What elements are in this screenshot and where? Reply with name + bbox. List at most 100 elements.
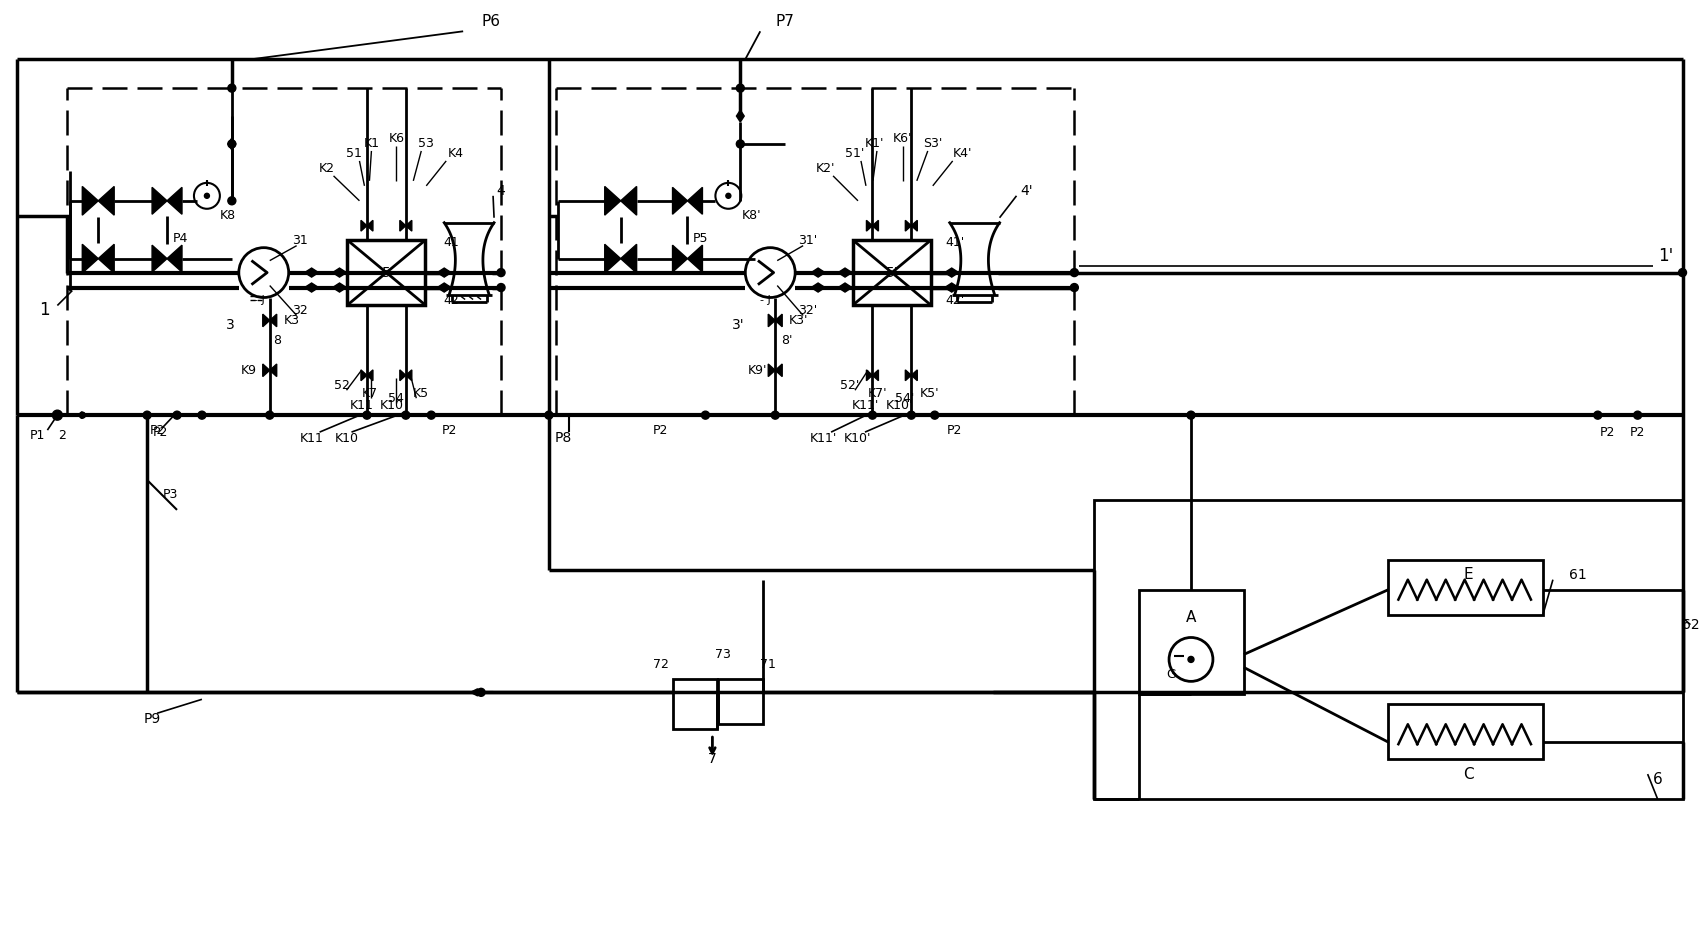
Circle shape <box>715 183 742 209</box>
Text: 4': 4' <box>1019 183 1033 197</box>
Circle shape <box>545 411 553 419</box>
Circle shape <box>238 248 289 298</box>
Polygon shape <box>768 314 774 327</box>
Circle shape <box>1169 637 1214 681</box>
Bar <box>347 241 426 305</box>
Circle shape <box>497 269 505 276</box>
Text: P2: P2 <box>1600 426 1615 439</box>
Polygon shape <box>332 268 347 277</box>
Circle shape <box>143 411 151 419</box>
Polygon shape <box>405 370 412 381</box>
Polygon shape <box>905 370 911 381</box>
Text: K11': K11' <box>810 431 837 445</box>
Text: P9: P9 <box>143 712 160 726</box>
Polygon shape <box>361 220 368 231</box>
Polygon shape <box>837 268 853 277</box>
Circle shape <box>868 411 877 419</box>
Circle shape <box>197 411 206 419</box>
Circle shape <box>745 248 795 298</box>
Text: K10: K10 <box>380 399 403 412</box>
Polygon shape <box>621 186 637 215</box>
Polygon shape <box>167 187 182 214</box>
Text: K6: K6 <box>388 133 405 145</box>
Polygon shape <box>945 283 958 292</box>
Text: K7': K7' <box>868 387 888 400</box>
Polygon shape <box>672 245 688 272</box>
Circle shape <box>771 411 780 419</box>
Text: 51: 51 <box>346 148 361 160</box>
Text: 61: 61 <box>1569 567 1586 581</box>
Text: 3: 3 <box>225 318 235 332</box>
Polygon shape <box>437 268 451 277</box>
Text: K9: K9 <box>240 364 257 377</box>
Text: 7: 7 <box>708 753 717 767</box>
Polygon shape <box>774 364 783 376</box>
Polygon shape <box>99 244 114 273</box>
Text: P7: P7 <box>776 14 795 29</box>
Circle shape <box>53 410 63 420</box>
Polygon shape <box>866 220 873 231</box>
Text: 54: 54 <box>388 391 405 404</box>
Polygon shape <box>604 186 621 215</box>
Text: K8: K8 <box>220 210 237 222</box>
Polygon shape <box>262 314 269 327</box>
Text: E: E <box>1464 567 1472 582</box>
Polygon shape <box>688 187 703 214</box>
Text: 32': 32' <box>798 304 817 317</box>
Text: P1: P1 <box>29 429 46 442</box>
Text: 4: 4 <box>497 183 505 197</box>
Text: 73: 73 <box>715 648 732 661</box>
Circle shape <box>1071 284 1079 291</box>
Text: K10': K10' <box>887 399 914 412</box>
Text: 71: 71 <box>761 658 776 671</box>
Circle shape <box>497 284 505 291</box>
Bar <box>718 680 762 724</box>
Circle shape <box>815 270 820 275</box>
Text: 42: 42 <box>443 294 460 307</box>
Text: 31: 31 <box>291 234 308 247</box>
Text: 5: 5 <box>381 266 391 280</box>
Circle shape <box>701 411 710 419</box>
Circle shape <box>228 140 237 148</box>
Circle shape <box>228 197 237 205</box>
Text: K8': K8' <box>742 210 761 222</box>
Polygon shape <box>262 364 269 376</box>
Text: 32: 32 <box>291 304 308 317</box>
Polygon shape <box>332 283 347 292</box>
Polygon shape <box>368 220 373 231</box>
Circle shape <box>174 411 180 419</box>
Polygon shape <box>604 244 621 273</box>
Polygon shape <box>82 186 99 215</box>
Polygon shape <box>361 370 368 381</box>
Polygon shape <box>688 245 703 272</box>
Polygon shape <box>269 314 277 327</box>
Circle shape <box>402 411 410 419</box>
Polygon shape <box>405 220 412 231</box>
Text: K5': K5' <box>921 387 940 400</box>
Text: P2: P2 <box>654 424 669 436</box>
Text: P6: P6 <box>482 14 500 29</box>
Text: K9': K9' <box>747 364 768 377</box>
Circle shape <box>337 285 342 290</box>
Text: 3': 3' <box>732 318 745 332</box>
Text: 2: 2 <box>58 429 66 442</box>
Text: K11': K11' <box>851 399 878 412</box>
Text: - J: - J <box>254 296 266 305</box>
Text: P2: P2 <box>150 424 165 436</box>
Text: C: C <box>1462 767 1474 782</box>
Text: 51': 51' <box>846 148 865 160</box>
Text: G: G <box>1166 668 1176 680</box>
Text: K5: K5 <box>414 387 429 400</box>
Circle shape <box>1634 411 1642 419</box>
Text: K3': K3' <box>790 314 808 327</box>
Text: K11: K11 <box>300 431 323 445</box>
Text: 8': 8' <box>781 334 793 347</box>
Text: 41': 41' <box>945 236 965 249</box>
Circle shape <box>1188 656 1195 663</box>
Text: P3: P3 <box>162 489 177 502</box>
Polygon shape <box>866 370 873 381</box>
Circle shape <box>308 285 315 290</box>
Circle shape <box>815 285 820 290</box>
Text: P2: P2 <box>1631 426 1646 439</box>
Text: S3': S3' <box>922 138 943 151</box>
